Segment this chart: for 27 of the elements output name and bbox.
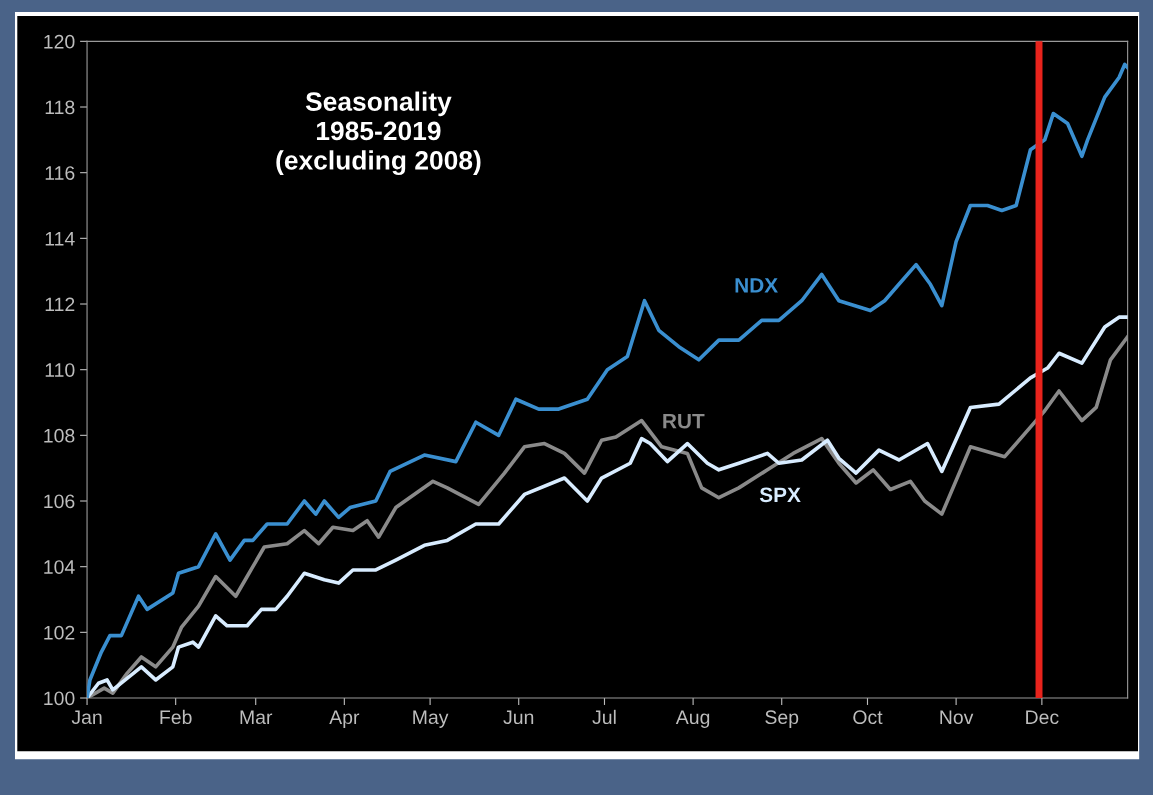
x-tick-label: Nov [940,710,974,725]
x-tick-label: Jun [503,710,534,725]
y-tick-label: 100 [44,691,75,706]
y-tick-label: 108 [44,428,75,443]
x-tick-label: Mar [240,710,273,725]
y-tick-label: 110 [45,363,75,377]
y-tick-label: 118 [45,100,75,115]
series-label: RUT [663,413,705,429]
x-tick-label: Apr [329,710,360,728]
x-tick-label: Jan [71,710,102,725]
y-tick-label: 102 [44,625,75,640]
y-tick-label: 106 [44,494,75,509]
x-tick-label: Dec [1026,710,1059,725]
x-tick-label: Aug [675,710,710,728]
series-label: SPX [759,487,801,503]
text: Seasonality 1985-2019 (excluding 2008) [276,91,481,176]
y-tick-label: 112 [45,297,75,312]
y-tick-label: 104 [44,560,75,574]
y-tick-label: 114 [45,232,75,246]
x-tick-label: Oct [853,710,883,725]
x-tick-label: Sep [765,710,799,728]
series-label: NDX [735,278,778,293]
x-tick-label: May [413,710,449,728]
y-tick-label: 116 [45,166,75,180]
x-tick-label: Feb [160,709,192,725]
x-tick-label: Jul [592,709,616,725]
y-tick-label: 120 [44,34,75,49]
